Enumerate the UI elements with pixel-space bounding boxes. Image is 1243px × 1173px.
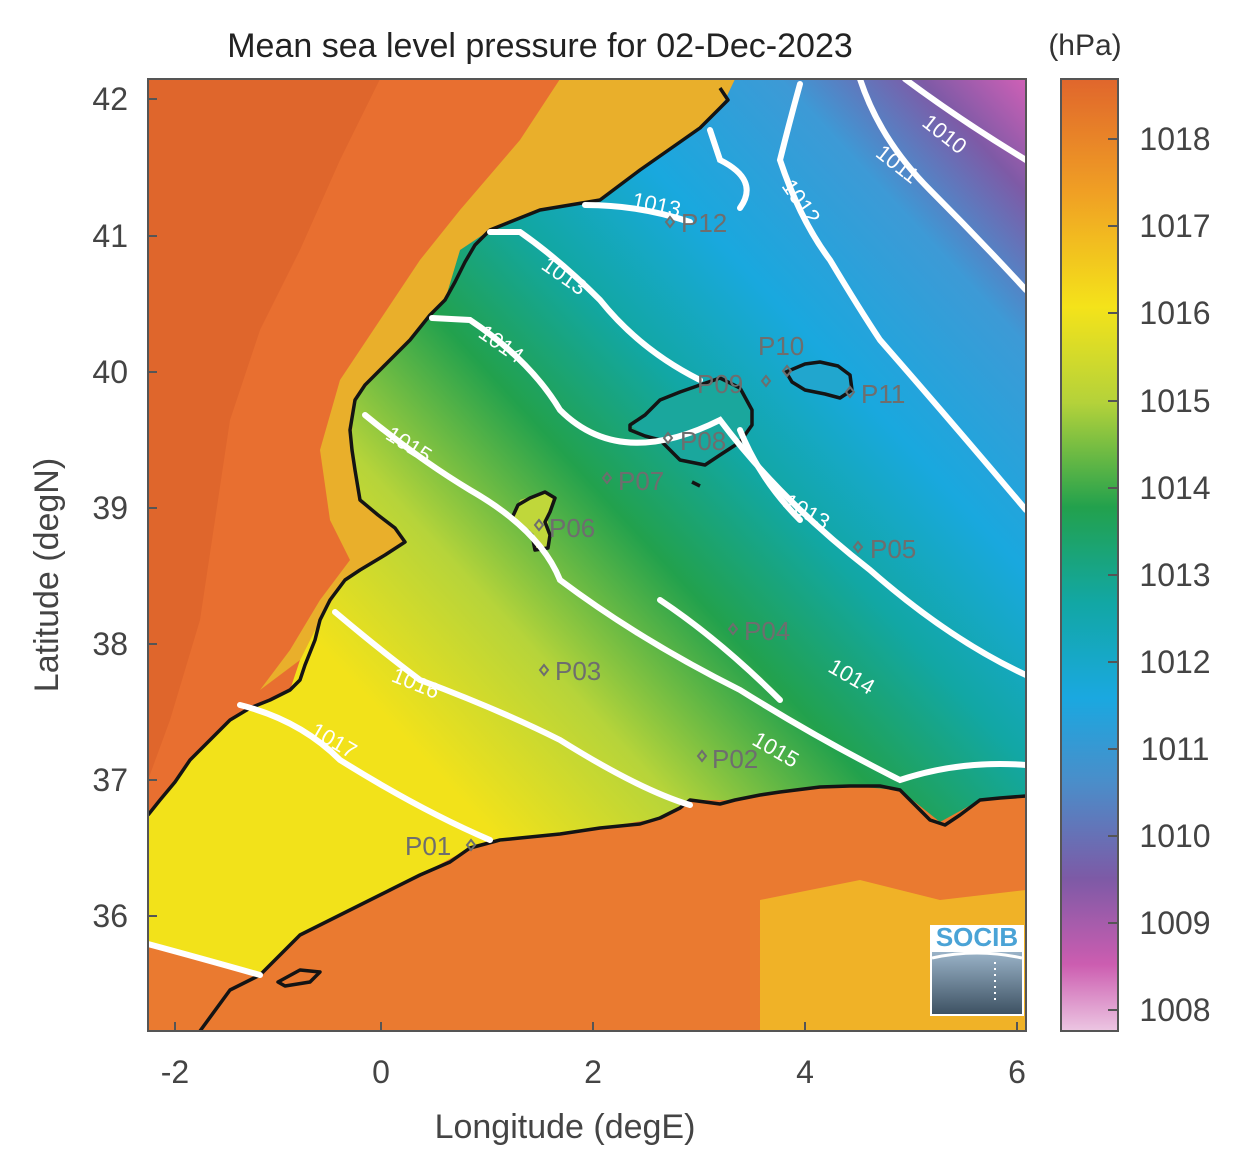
y-axis-ticks: 42 41 40 39 38 37 36 (92, 81, 157, 934)
station-marker (601, 471, 613, 485)
alboran-islet (276, 968, 322, 988)
station-marker (533, 518, 545, 532)
colorbar-tick-label: 1017 (1139, 208, 1210, 244)
y-tick-label: 37 (92, 762, 128, 798)
y-tick-label: 42 (92, 81, 128, 117)
isobar-line (429, 315, 1026, 678)
station-marker (662, 431, 674, 445)
x-tick-label: -2 (161, 1054, 189, 1090)
socib-logo: SOCIB (930, 922, 1024, 1016)
station-label: P03 (555, 656, 601, 686)
x-axis-label: Longitude (degE) (435, 1108, 696, 1146)
station-marker (696, 749, 708, 763)
colorbar-tick-label: 1016 (1139, 295, 1210, 331)
colorbar-tick-label: 1010 (1139, 818, 1210, 854)
station-label: P01 (405, 831, 451, 861)
colorbar-tick-label: 1009 (1139, 905, 1210, 941)
y-tick-label: 39 (92, 490, 128, 526)
colorbar-unit: (hPa) (1048, 29, 1121, 62)
station-marker (852, 540, 864, 554)
isobar-line (332, 609, 693, 808)
station-label: P09 (697, 369, 743, 399)
y-tick-label: 40 (92, 354, 128, 390)
colorbar-tick-label: 1018 (1139, 121, 1210, 157)
x-tick-label: 4 (796, 1054, 814, 1090)
station-label: P12 (681, 208, 727, 238)
station-label: P02 (712, 744, 758, 774)
x-tick-label: 0 (372, 1054, 390, 1090)
isobar-line (657, 597, 783, 703)
colorbar-tick-label: 1015 (1139, 383, 1210, 419)
isobar-line (487, 229, 703, 383)
chart-title: Mean sea level pressure for 02-Dec-2023 (227, 27, 853, 65)
x-axis-ticks: -2 0 2 4 6 (161, 1022, 1026, 1090)
isobar-line (362, 412, 1026, 784)
iberia-land (148, 79, 735, 815)
station-marker (781, 364, 793, 378)
colorbar-ticks: 1018 1017 1016 1015 1014 1013 1012 1011 1010 1009… (1108, 121, 1211, 1028)
isobar-line (237, 702, 493, 843)
socib-logo-text: SOCIB (936, 922, 1018, 952)
y-tick-label: 36 (92, 898, 128, 934)
colorbar (1060, 78, 1119, 1032)
y-tick-label: 38 (92, 626, 128, 662)
iberia-coastline (148, 87, 730, 817)
isobar-line (148, 941, 263, 978)
menorca-island (786, 362, 852, 400)
colorbar-tick-label: 1011 (1141, 731, 1210, 767)
colorbar-tick-label: 1013 (1139, 557, 1210, 593)
map-plot-area: 1010101110121013101310131014101410151015… (148, 79, 1026, 1031)
station-label: P11 (861, 379, 905, 409)
africa-coastline (198, 784, 1026, 1031)
y-axis-label: Latitude (degN) (28, 458, 66, 692)
station-label: P06 (549, 513, 595, 543)
isobar-line (776, 81, 1026, 513)
isobar-lines (148, 79, 1026, 978)
station-marker (538, 663, 550, 677)
isobar-line (582, 202, 693, 225)
isobar-line (902, 79, 1026, 163)
iberia-plateau-highlight (148, 79, 380, 780)
station-label: P04 (744, 616, 790, 646)
plot-frame (147, 78, 1027, 1032)
y-tick-label: 41 (92, 218, 128, 254)
station-label: P08 (680, 426, 726, 456)
station-marker (760, 374, 772, 388)
isobar-line (707, 127, 750, 211)
station-markers: P01 P02 P03 P04 P05 P06 P07 P08 P09 P10 P11 P12 (405, 208, 916, 861)
x-tick-label: 6 (1008, 1054, 1026, 1090)
iberia-coastal-band (260, 79, 735, 690)
cabrera-islet (691, 480, 701, 488)
x-tick-label: 2 (584, 1054, 602, 1090)
station-marker (844, 385, 856, 399)
colorbar-tick-label: 1014 (1139, 470, 1210, 506)
station-marker (465, 838, 477, 852)
colorbar-tick-label: 1012 (1139, 644, 1210, 680)
ibiza-island (512, 492, 555, 550)
station-label: P05 (870, 534, 916, 564)
station-label: P07 (618, 466, 664, 496)
isobar-line (737, 427, 803, 523)
colorbar-tick-label: 1008 (1139, 992, 1210, 1028)
isobar-line (857, 79, 1026, 293)
station-label: P10 (758, 331, 804, 361)
station-marker (727, 622, 739, 636)
mallorca-island (630, 378, 752, 465)
station-marker (664, 215, 676, 229)
